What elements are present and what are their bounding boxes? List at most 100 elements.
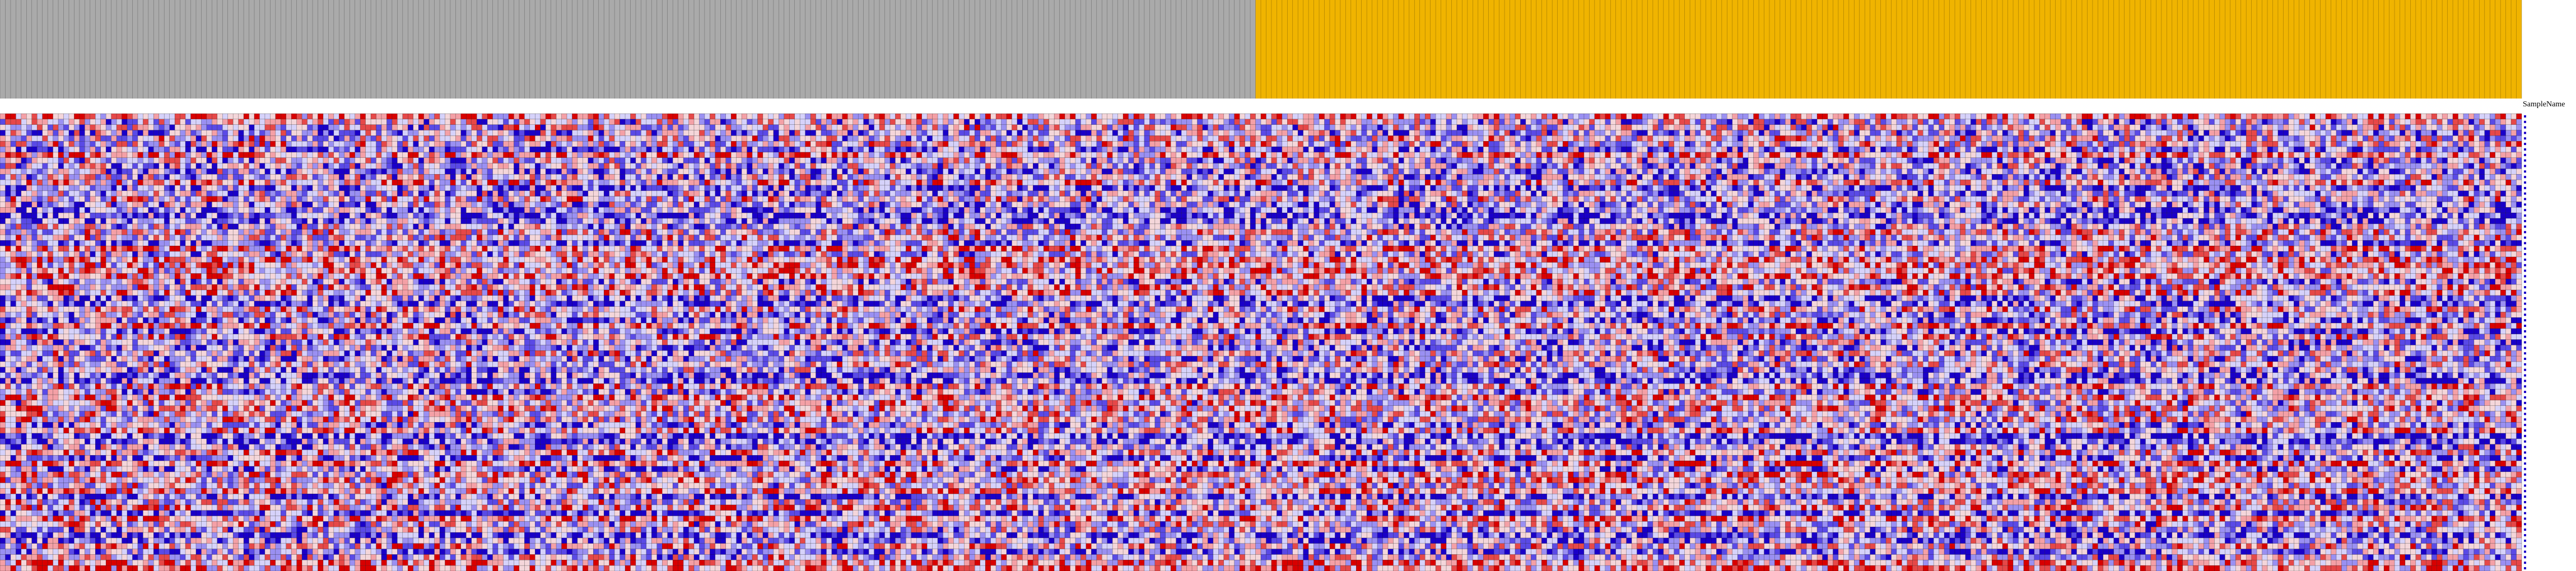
- heatmap-cell: [403, 119, 408, 125]
- heatmap-cell: [1112, 114, 1117, 119]
- heatmap-cell: [1065, 114, 1070, 119]
- heatmap-cell: [0, 119, 5, 125]
- heatmap-cell: [2029, 114, 2034, 119]
- heatmap-cell: [832, 114, 837, 119]
- heatmap-cell: [376, 114, 381, 119]
- heatmap-cell: [1377, 114, 1382, 119]
- heatmap-cell: [2336, 114, 2341, 119]
- heatmap-cell: [339, 114, 344, 119]
- heatmap-cell: [482, 119, 487, 125]
- heatmap-cell: [2500, 114, 2505, 119]
- heatmap-cell: [2172, 114, 2177, 119]
- heatmap-cell: [1282, 114, 1287, 119]
- heatmap-cell: [2395, 114, 2400, 119]
- heatmap-cell: [1759, 114, 1764, 119]
- heatmap-cell: [1118, 119, 1123, 125]
- heatmap-cell: [1451, 119, 1456, 125]
- heatmap-cell: [1653, 114, 1658, 119]
- heatmap-cell: [1198, 119, 1203, 125]
- heatmap-cell: [106, 119, 111, 125]
- heatmap-cell: [2193, 114, 2198, 119]
- heatmap-cell: [1198, 114, 1203, 119]
- heatmap-cell: [1595, 119, 1600, 125]
- heatmap-cell: [572, 114, 577, 119]
- heatmap-cell: [1473, 114, 1478, 119]
- heatmap-cell: [1621, 119, 1626, 125]
- heatmap-cell: [509, 114, 514, 119]
- heatmap-cell: [1664, 119, 1669, 125]
- heatmap-cell: [535, 114, 540, 119]
- heatmap-cell: [244, 119, 249, 125]
- heatmap-cell: [185, 114, 190, 119]
- heatmap-cell: [435, 114, 440, 119]
- heatmap-cell: [244, 114, 249, 119]
- heatmap-cell: [927, 119, 932, 125]
- heatmap-cell: [1325, 119, 1330, 125]
- heatmap-cell: [662, 119, 667, 125]
- heatmap-cell: [2326, 114, 2331, 119]
- heatmap-cell: [1584, 114, 1589, 119]
- heatmap-cell: [1536, 119, 1541, 125]
- heatmap-cell: [392, 119, 397, 125]
- heatmap-cell: [1293, 119, 1298, 125]
- heatmap-cell: [1563, 119, 1568, 125]
- heatmap-cell: [1383, 114, 1388, 119]
- heatmap-cell: [710, 114, 715, 119]
- heatmap-cell: [646, 114, 651, 119]
- heatmap-cell: [519, 114, 524, 119]
- heatmap-cell: [668, 114, 673, 119]
- heatmap-cell: [2363, 114, 2368, 119]
- heatmap-cell: [69, 114, 74, 119]
- heatmap-cell: [800, 119, 805, 125]
- heatmap-cell: [286, 114, 291, 119]
- heatmap-cell: [577, 119, 583, 125]
- heatmap-cell: [1229, 114, 1234, 119]
- heatmap-cell: [1271, 119, 1277, 125]
- heatmap-cell: [837, 114, 842, 119]
- heatmap-cell: [1732, 114, 1737, 119]
- heatmap-cell: [1679, 119, 1684, 125]
- heatmap-cell: [450, 119, 455, 125]
- heatmap-cell: [472, 114, 477, 119]
- heatmap-cell: [1409, 119, 1414, 125]
- heatmap-cell: [2442, 114, 2447, 119]
- heatmap-cell: [1176, 119, 1181, 125]
- heatmap-cell: [429, 119, 434, 125]
- heatmap-cell: [334, 119, 339, 125]
- heatmap-cell: [328, 114, 333, 119]
- heatmap-cell: [1573, 119, 1578, 125]
- heatmap-cell: [1647, 114, 1652, 119]
- heatmap-cell: [1319, 114, 1324, 119]
- heatmap-cell: [1192, 119, 1197, 125]
- heatmap-cell: [254, 114, 259, 119]
- heatmap-cell: [922, 119, 927, 125]
- heatmap-cell: [64, 114, 69, 119]
- heatmap-cell: [127, 119, 132, 125]
- heatmap-cell: [943, 114, 948, 119]
- heatmap-cell: [148, 119, 153, 125]
- heatmap-cell: [2453, 114, 2458, 119]
- column-group-band-2: [1256, 0, 2522, 99]
- heatmap-cell: [106, 114, 111, 119]
- heatmap-cell: [1356, 114, 1361, 119]
- heatmap-cell: [1080, 119, 1086, 125]
- heatmap-cell: [1446, 119, 1451, 125]
- heatmap-cell: [805, 114, 810, 119]
- heatmap-cell: [1399, 119, 1404, 125]
- heatmap-cell: [461, 114, 466, 119]
- heatmap-cell: [2474, 114, 2479, 119]
- heatmap-cell: [789, 119, 794, 125]
- heatmap-cell: [1044, 114, 1049, 119]
- heatmap-cell: [308, 119, 313, 125]
- heatmap-cell: [906, 114, 911, 119]
- heatmap-cell: [239, 119, 244, 125]
- heatmap-cell: [1314, 119, 1319, 125]
- heatmap-cell: [1605, 114, 1610, 119]
- heatmap-cell: [726, 119, 731, 125]
- heatmap-cell: [381, 114, 386, 119]
- heatmap-cell: [2130, 114, 2135, 119]
- heatmap-cell: [366, 119, 371, 125]
- heatmap-cell: [991, 119, 996, 125]
- heatmap-cell: [530, 114, 535, 119]
